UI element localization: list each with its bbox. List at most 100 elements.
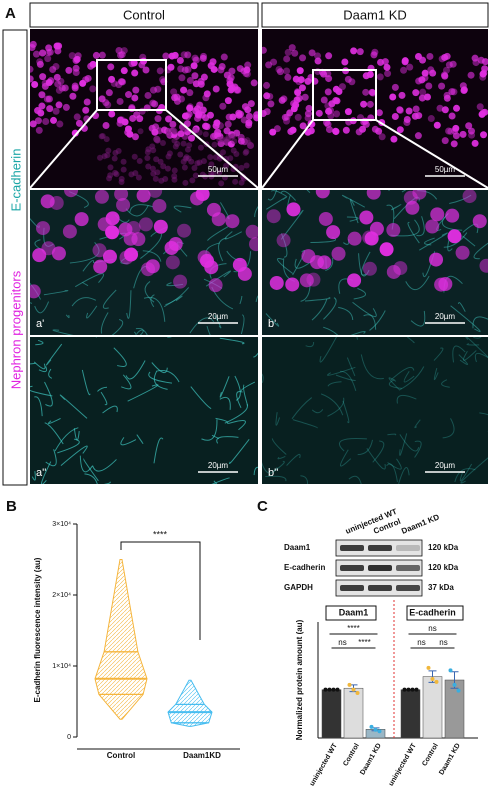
nucleus [295, 94, 303, 102]
nucleus [131, 94, 139, 102]
nucleus [144, 154, 151, 161]
membrane [396, 394, 417, 404]
nucleus [369, 221, 384, 236]
nucleus [350, 47, 358, 55]
membrane [253, 466, 258, 476]
nucleus [162, 176, 169, 183]
nucleus [224, 120, 232, 128]
sublabel: a'' [36, 467, 46, 479]
nucleus [379, 242, 394, 257]
nucleus [241, 103, 249, 111]
nucleus [142, 66, 150, 74]
nucleus [249, 237, 258, 252]
membrane [454, 468, 476, 483]
nucleus [162, 52, 170, 60]
y-tick-label: 2×10⁴ [52, 592, 71, 599]
nucleus [467, 71, 475, 79]
nucleus [342, 126, 350, 134]
nucleus [145, 259, 160, 274]
nucleus [325, 126, 333, 134]
membrane [386, 463, 398, 483]
membrane [458, 354, 469, 366]
nucleus [211, 212, 226, 227]
nucleus [305, 104, 313, 112]
nucleus [108, 110, 116, 118]
data-point [434, 679, 439, 684]
nucleus [178, 74, 186, 82]
membrane [133, 331, 137, 335]
nucleus [129, 114, 137, 122]
nucleus [332, 127, 340, 135]
nucleus [405, 200, 420, 215]
nucleus [89, 85, 97, 93]
nucleus [210, 65, 218, 73]
nucleus [53, 73, 61, 81]
membrane [327, 397, 345, 417]
nucleus [177, 223, 192, 238]
nucleus [98, 133, 105, 140]
y-axis-label: Normalized protein amount (au) [295, 619, 304, 740]
data-point [426, 665, 431, 670]
membrane [218, 237, 227, 262]
membrane [275, 412, 281, 426]
membrane [342, 400, 350, 424]
nucleus [191, 72, 199, 80]
nucleus [445, 127, 453, 135]
membrane [227, 419, 246, 431]
blot-row-label: Daam1 [284, 543, 311, 552]
membrane [148, 371, 173, 384]
zoom-box [312, 69, 377, 121]
membrane [86, 305, 98, 319]
nucleus [371, 48, 379, 56]
data-point [323, 687, 328, 692]
membrane [206, 325, 211, 335]
membrane [150, 294, 155, 308]
nucleus [450, 140, 458, 148]
membrane [71, 297, 97, 307]
nucleus [112, 149, 119, 156]
nucleus [102, 249, 117, 264]
membrane [338, 306, 354, 321]
membrane [255, 295, 258, 303]
nucleus [449, 60, 457, 68]
nucleus [315, 109, 323, 117]
nucleus [283, 55, 291, 63]
zoom-line [261, 119, 314, 189]
membrane [369, 310, 386, 331]
membrane [399, 433, 408, 456]
nucleus [154, 115, 162, 123]
nucleus [195, 110, 203, 118]
nucleus [120, 166, 127, 173]
nucleus [448, 112, 456, 120]
nucleus [269, 275, 284, 290]
nucleus [131, 69, 139, 77]
nucleus [366, 190, 381, 200]
nucleus [288, 44, 296, 52]
nucleus [49, 195, 64, 210]
nucleus [229, 113, 237, 121]
data-point [456, 688, 461, 693]
nucleus [436, 104, 444, 112]
membrane [100, 312, 109, 334]
nucleus [132, 86, 140, 94]
membrane [100, 391, 108, 406]
group-header: E-cadherin [409, 607, 456, 617]
nucleus [89, 60, 97, 68]
nucleus [447, 229, 462, 244]
nucleus [471, 139, 479, 147]
nucleus [165, 115, 173, 123]
membrane [190, 386, 212, 410]
membrane [211, 477, 230, 484]
nucleus [128, 171, 135, 178]
nucleus [138, 61, 146, 69]
membrane [342, 194, 365, 208]
nucleus [208, 278, 223, 293]
nucleus [34, 117, 42, 125]
blot-band [368, 585, 392, 591]
nucleus [98, 51, 106, 59]
nucleus [120, 67, 128, 75]
nucleus [230, 147, 237, 154]
nucleus [216, 122, 224, 130]
nucleus [192, 172, 199, 179]
nucleus [171, 128, 178, 135]
